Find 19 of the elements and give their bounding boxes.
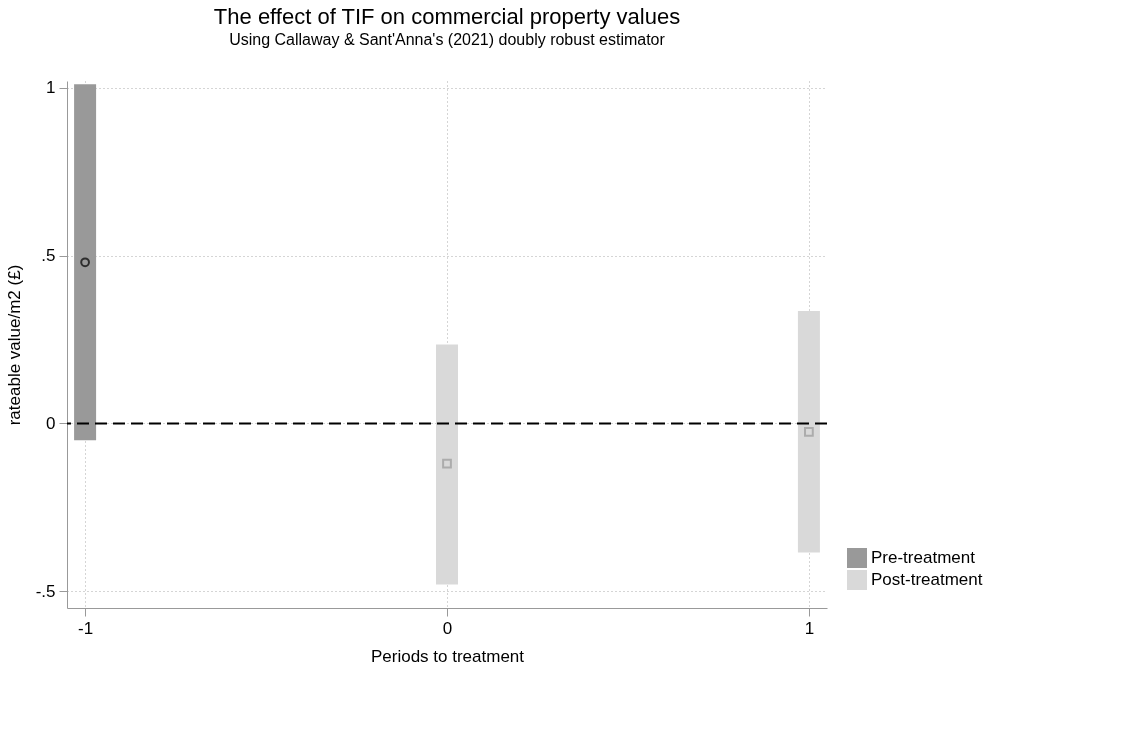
bar: [436, 344, 458, 585]
legend-label: Post-treatment: [871, 570, 983, 589]
y-tick-label: 0: [46, 413, 56, 433]
x-tick-label: -1: [78, 618, 94, 638]
y-tick-label: 1: [46, 78, 56, 98]
chart-subtitle: Using Callaway & Sant'Anna's (2021) doubly robust estimator: [229, 30, 666, 48]
point: [804, 426, 814, 437]
x-axis-title: Periods to treatment: [370, 646, 525, 666]
y-tick-label: -.5: [35, 581, 56, 601]
point: [442, 458, 452, 469]
chart-title: The effect of TIF on commercial property values: [213, 3, 681, 29]
x-tick-label: 1: [804, 618, 815, 638]
bar: [797, 310, 820, 553]
x-tick-label: 0: [442, 618, 453, 638]
legend-label: Pre-treatment: [871, 548, 976, 567]
point: [80, 257, 90, 268]
y-tick-label: .5: [41, 246, 56, 266]
bar: [74, 84, 97, 441]
y-axis-title: rateable value/m2 (£): [4, 264, 24, 426]
